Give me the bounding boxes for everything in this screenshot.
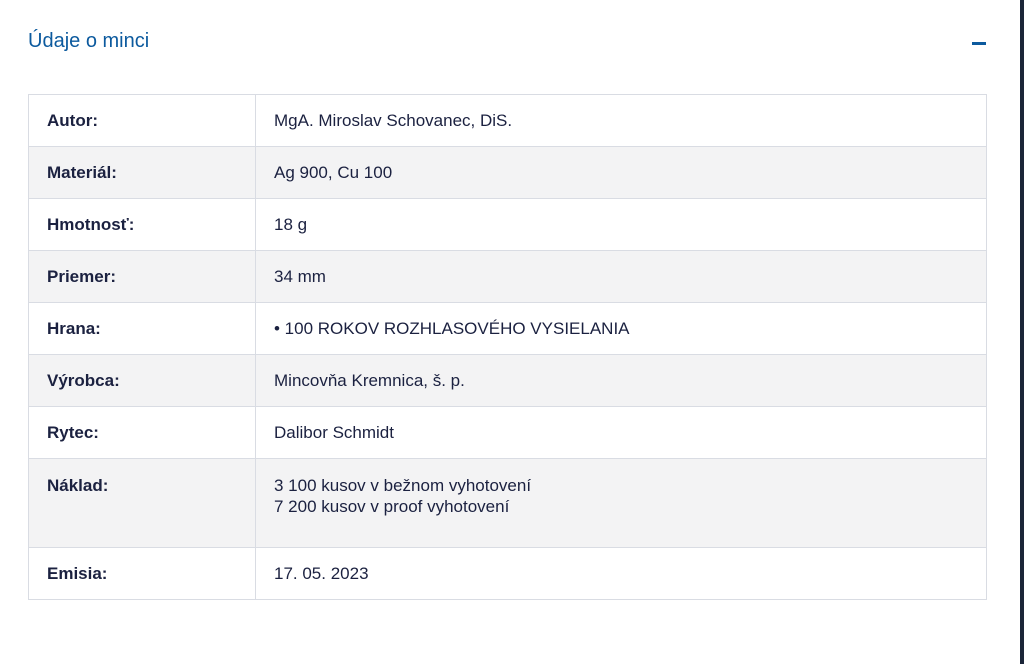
row-label: Materiál:: [28, 146, 256, 199]
row-label: Emisia:: [28, 547, 256, 600]
table-row: Autor: MgA. Miroslav Schovanec, DiS.: [28, 94, 987, 147]
row-label: Náklad:: [28, 458, 256, 548]
row-value: 17. 05. 2023: [255, 547, 987, 600]
row-value: Dalibor Schmidt: [255, 406, 987, 459]
table-row: Priemer: 34 mm: [28, 250, 987, 303]
table-row: Materiál: Ag 900, Cu 100: [28, 146, 987, 199]
table-row: Hmotnosť: 18 g: [28, 198, 987, 251]
row-value: 3 100 kusov v bežnom vyhotovení 7 200 kus…: [255, 458, 987, 548]
row-label: Hrana:: [28, 302, 256, 355]
minus-icon[interactable]: [972, 42, 986, 45]
value-line: 7 200 kusov v proof vyhotovení: [274, 497, 510, 516]
row-label: Výrobca:: [28, 354, 256, 407]
coin-details-table: Autor: MgA. Miroslav Schovanec, DiS. Mate…: [28, 94, 987, 600]
row-value: Ag 900, Cu 100: [255, 146, 987, 199]
window-edge: [1020, 0, 1024, 664]
row-label: Rytec:: [28, 406, 256, 459]
row-label: Hmotnosť:: [28, 198, 256, 251]
row-label: Priemer:: [28, 250, 256, 303]
table-row: Hrana: • 100 ROKOV ROZHLASOVÉHO VYSIELANI…: [28, 302, 987, 355]
row-value: Mincovňa Kremnica, š. p.: [255, 354, 987, 407]
row-value: 18 g: [255, 198, 987, 251]
table-row: Rytec: Dalibor Schmidt: [28, 406, 987, 459]
row-value: MgA. Miroslav Schovanec, DiS.: [255, 94, 987, 147]
section-header[interactable]: Údaje o minci: [28, 28, 988, 58]
section-title: Údaje o minci: [28, 30, 150, 52]
table-row: Výrobca: Mincovňa Kremnica, š. p.: [28, 354, 987, 407]
row-label: Autor:: [28, 94, 256, 147]
table-row: Náklad: 3 100 kusov v bežnom vyhotovení 7 …: [28, 458, 987, 548]
table-row: Emisia: 17. 05. 2023: [28, 547, 987, 600]
row-value: • 100 ROKOV ROZHLASOVÉHO VYSIELANIA: [255, 302, 987, 355]
value-line: 3 100 kusov v bežnom vyhotovení: [274, 476, 532, 495]
row-value: 34 mm: [255, 250, 987, 303]
